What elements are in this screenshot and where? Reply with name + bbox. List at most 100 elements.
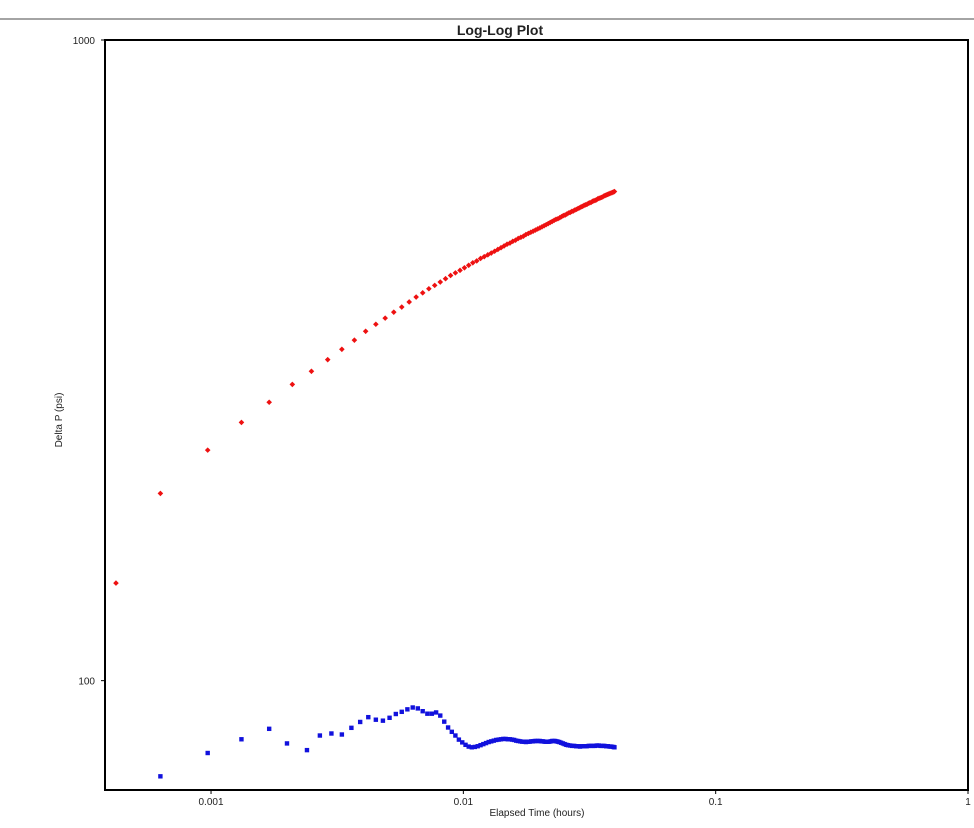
- data-point: [501, 736, 506, 742]
- plot-frame: [104, 39, 969, 791]
- data-point: [433, 710, 439, 715]
- data-point: [351, 337, 358, 343]
- data-point: [362, 328, 369, 335]
- data-point: [366, 714, 371, 720]
- data-point: [239, 737, 244, 742]
- data-point: [382, 315, 388, 321]
- data-point: [447, 272, 454, 279]
- data-point: [461, 264, 468, 271]
- data-point: [406, 299, 412, 305]
- data-point: [512, 237, 519, 243]
- data-point: [611, 188, 618, 195]
- data-point: [541, 222, 547, 229]
- data-point: [413, 294, 419, 300]
- data-point: [205, 750, 210, 756]
- x-tick-label: 0.1: [709, 797, 723, 808]
- data-point: [419, 290, 426, 296]
- x-tick-label: 0.001: [199, 797, 224, 808]
- data-point: [317, 733, 323, 738]
- data-point: [157, 490, 164, 497]
- data-point: [498, 737, 504, 742]
- data-point: [525, 230, 532, 237]
- data-point: [489, 739, 494, 744]
- axis-ticks: 0.001 0.01 0.1 1 100 1000: [73, 36, 971, 808]
- data-point: [415, 706, 421, 711]
- data-point: [373, 717, 379, 722]
- data-point: [438, 713, 443, 718]
- x-axis-label: Elapsed Time (hours): [489, 808, 584, 819]
- data-point: [491, 738, 496, 743]
- data-point: [380, 718, 386, 723]
- data-point: [449, 729, 455, 735]
- data-point: [477, 255, 484, 262]
- data-point: [442, 275, 449, 282]
- data-point: [289, 381, 296, 388]
- data-point: [503, 736, 508, 742]
- data-point: [410, 705, 415, 710]
- data-point: [577, 744, 583, 749]
- data-point: [238, 419, 245, 426]
- series-1: [113, 188, 618, 586]
- data-point: [465, 262, 472, 269]
- data-point: [393, 711, 399, 717]
- data-point: [398, 304, 405, 310]
- data-point: [486, 739, 491, 745]
- data-point: [472, 744, 477, 750]
- data-point: [549, 218, 556, 225]
- data-marks: [113, 188, 618, 779]
- data-point: [308, 368, 315, 375]
- y-axis-label: Delta P (psi): [54, 393, 65, 448]
- data-point: [113, 580, 119, 586]
- data-point: [339, 732, 345, 737]
- data-point: [457, 267, 463, 274]
- data-point: [452, 270, 459, 276]
- data-point: [373, 321, 379, 328]
- data-point: [266, 399, 272, 406]
- data-point: [475, 744, 480, 749]
- data-point: [460, 740, 465, 745]
- data-point: [158, 774, 163, 779]
- data-point: [496, 737, 501, 742]
- data-point: [498, 244, 504, 251]
- data-point: [329, 731, 334, 736]
- data-point: [429, 711, 435, 716]
- data-point: [469, 259, 476, 266]
- data-point: [558, 213, 565, 220]
- data-point: [445, 725, 451, 730]
- data-point: [426, 285, 432, 292]
- data-point: [437, 279, 444, 285]
- data-point: [420, 708, 425, 714]
- data-point: [469, 745, 474, 750]
- data-point: [284, 741, 290, 746]
- x-tick-label: 1: [965, 797, 971, 808]
- x-tick-label: 0.01: [454, 797, 474, 808]
- data-point: [304, 747, 310, 753]
- data-point: [483, 740, 489, 746]
- data-point: [453, 733, 458, 738]
- data-point: [324, 356, 331, 363]
- data-point: [555, 215, 561, 222]
- y-tick-label: 100: [78, 677, 95, 688]
- data-point: [204, 447, 211, 453]
- data-point: [463, 742, 468, 748]
- data-point: [527, 229, 534, 236]
- data-point: [431, 282, 438, 289]
- y-tick-label: 1000: [73, 36, 96, 47]
- data-point: [266, 726, 272, 732]
- data-point: [357, 719, 363, 725]
- data-point: [473, 258, 480, 264]
- data-point: [442, 719, 447, 724]
- data-point: [509, 238, 516, 245]
- data-point: [612, 745, 617, 750]
- data-point: [390, 309, 397, 315]
- data-point: [425, 711, 430, 716]
- data-point: [399, 709, 404, 715]
- data-point: [491, 248, 498, 255]
- data-point: [339, 346, 345, 353]
- data-point: [481, 741, 486, 747]
- data-point: [405, 707, 410, 712]
- chart-title: Log-Log Plot: [457, 22, 544, 38]
- data-point: [456, 737, 462, 742]
- series-2: [158, 705, 617, 779]
